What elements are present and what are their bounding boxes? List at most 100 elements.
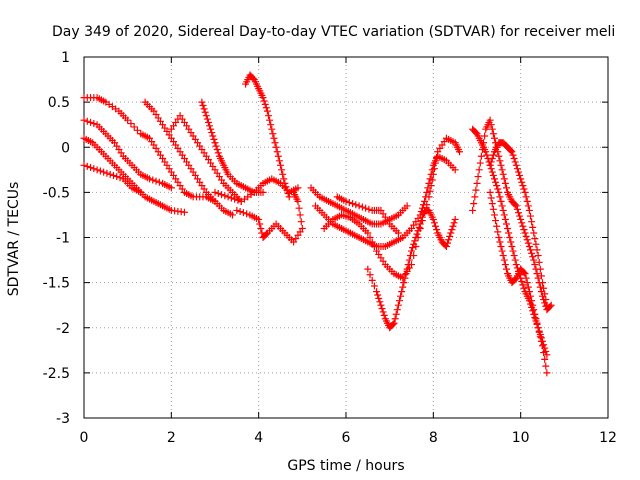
data-point — [489, 130, 497, 138]
data-point — [512, 261, 520, 269]
x-tick-label: 4 — [254, 430, 263, 446]
data-point — [536, 331, 544, 339]
data-point — [432, 222, 440, 230]
series-track-4 — [80, 161, 145, 196]
data-point — [529, 301, 537, 309]
data-point — [516, 171, 524, 179]
data-point — [487, 158, 495, 166]
data-point — [522, 193, 530, 201]
data-point — [480, 139, 488, 147]
data-point — [358, 203, 366, 211]
data-point — [487, 121, 495, 129]
data-point — [494, 228, 502, 236]
data-point — [433, 226, 441, 234]
data-point — [295, 204, 303, 212]
data-point — [257, 224, 265, 232]
data-point — [496, 193, 504, 201]
data-point — [525, 243, 533, 251]
data-point — [518, 277, 526, 285]
data-point — [397, 292, 405, 300]
data-point — [146, 175, 153, 183]
data-point — [517, 175, 525, 183]
data-point — [427, 182, 435, 190]
data-point — [272, 143, 280, 151]
data-point — [492, 217, 500, 225]
x-tick-label: 12 — [599, 430, 617, 446]
data-point — [218, 191, 226, 199]
data-point — [476, 159, 484, 167]
data-point — [543, 301, 551, 309]
data-point — [508, 148, 516, 156]
data-point — [285, 193, 293, 201]
data-point — [519, 222, 527, 230]
data-point — [526, 292, 534, 300]
y-tick-label: -2 — [56, 321, 70, 337]
data-point — [404, 261, 412, 269]
data-point — [366, 271, 374, 279]
data-point — [373, 288, 381, 296]
data-point — [511, 256, 519, 264]
data-point — [535, 258, 543, 266]
data-point — [433, 153, 441, 161]
data-point — [516, 212, 524, 220]
data-point — [540, 284, 548, 292]
data-point — [531, 235, 539, 243]
data-point — [542, 362, 550, 370]
data-point — [100, 168, 108, 176]
data-point — [471, 193, 479, 201]
data-point — [415, 223, 423, 231]
data-point — [283, 186, 291, 194]
data-point — [280, 175, 288, 183]
data-point — [502, 220, 510, 228]
data-point — [489, 151, 497, 159]
x-tick-labels: 0 2 4 6 8 10 12 — [80, 430, 617, 446]
data-point — [83, 117, 91, 125]
data-point — [539, 337, 546, 345]
data-point — [256, 220, 264, 228]
data-point — [530, 306, 538, 314]
data-point — [537, 272, 545, 280]
data-point — [495, 188, 503, 196]
data-point — [201, 108, 209, 116]
data-point — [264, 112, 272, 120]
data-point — [207, 125, 215, 133]
data-point — [514, 168, 522, 176]
data-point — [524, 239, 532, 247]
data-point — [402, 270, 410, 278]
data-point — [262, 230, 270, 238]
data-point — [520, 284, 528, 292]
data-point — [236, 208, 244, 216]
data-point — [224, 193, 232, 201]
data-point — [502, 265, 510, 273]
data-point — [536, 265, 544, 273]
data-point — [499, 206, 507, 214]
data-point — [529, 253, 537, 261]
data-point — [87, 118, 95, 126]
data-point — [212, 142, 220, 150]
data-point — [487, 194, 495, 202]
x-tick-label: 10 — [512, 430, 530, 446]
data-point — [180, 208, 188, 216]
data-point — [416, 220, 424, 228]
series-track-15 — [364, 206, 459, 332]
data-point — [113, 173, 121, 181]
data-point — [448, 226, 456, 234]
data-point — [498, 166, 506, 174]
data-point — [282, 183, 290, 191]
data-point — [488, 155, 496, 163]
data-point — [495, 234, 503, 241]
data-point — [228, 211, 236, 219]
data-point — [103, 169, 111, 177]
data-point — [531, 261, 539, 269]
data-point — [445, 236, 453, 244]
data-point — [109, 171, 117, 179]
data-point — [525, 206, 533, 214]
data-point — [508, 243, 516, 251]
series-track-10 — [233, 188, 306, 246]
data-point — [364, 265, 372, 273]
data-point — [501, 215, 509, 223]
y-tick-label: -0.5 — [43, 185, 70, 201]
y-tick-label: -3 — [56, 411, 70, 427]
data-point — [364, 229, 372, 237]
data-point — [202, 112, 210, 120]
